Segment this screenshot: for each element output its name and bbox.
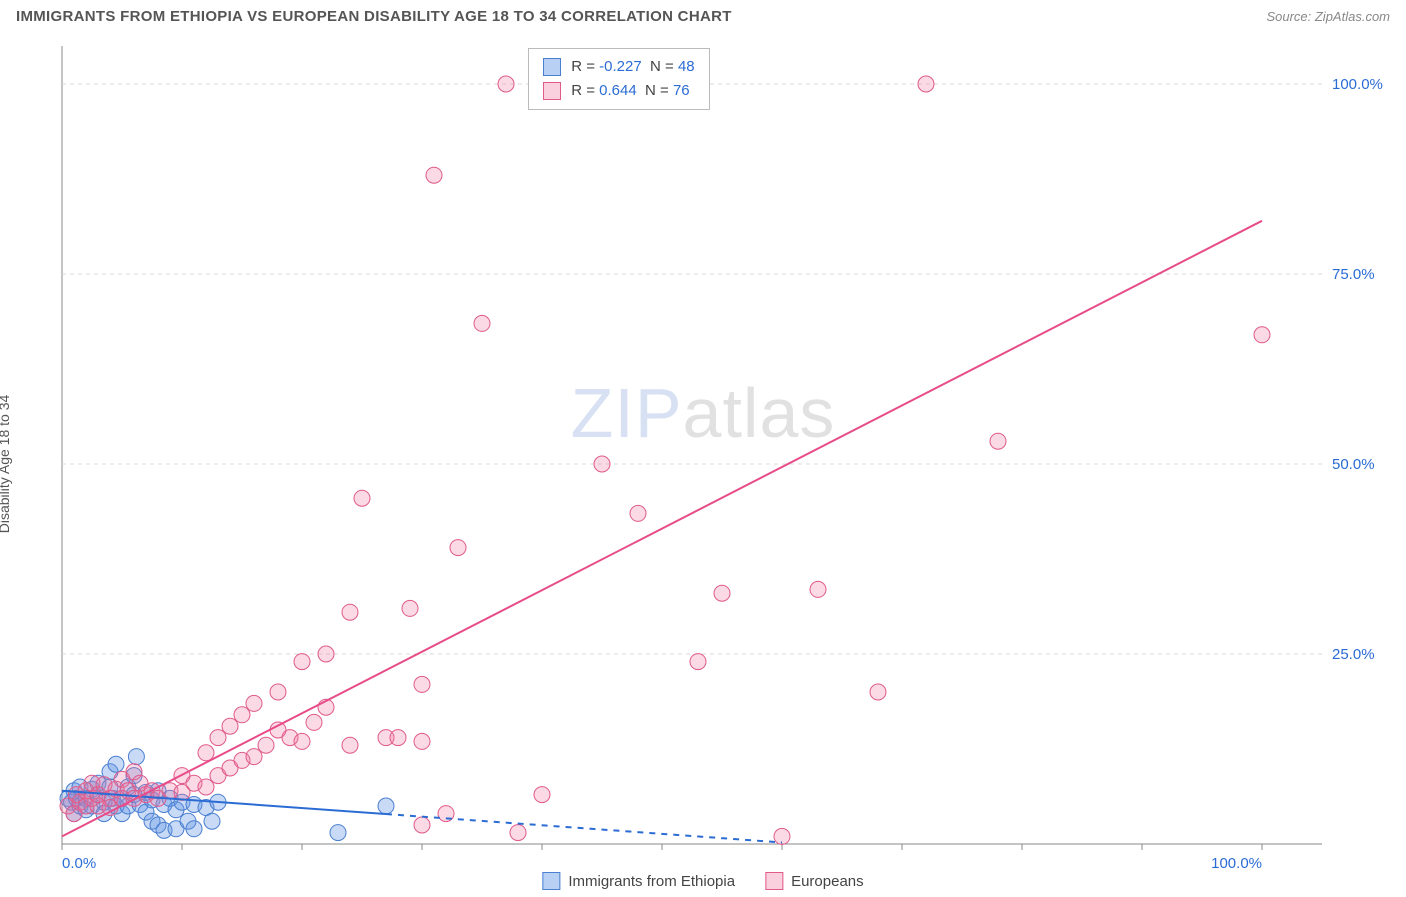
legend-swatch bbox=[765, 872, 783, 890]
svg-text:100.0%: 100.0% bbox=[1211, 855, 1262, 872]
svg-text:25.0%: 25.0% bbox=[1332, 646, 1375, 663]
legend-swatch bbox=[543, 58, 561, 76]
svg-text:100.0%: 100.0% bbox=[1332, 76, 1383, 93]
svg-text:0.0%: 0.0% bbox=[62, 855, 96, 872]
legend-label: Europeans bbox=[791, 873, 864, 890]
legend-item: Immigrants from Ethiopia bbox=[542, 872, 735, 890]
svg-text:75.0%: 75.0% bbox=[1332, 266, 1375, 283]
chart-title: IMMIGRANTS FROM ETHIOPIA VS EUROPEAN DIS… bbox=[16, 8, 732, 25]
stat-text: R = -0.227 N = 48 bbox=[571, 55, 694, 79]
scatter-chart: 25.0% 50.0% 75.0% 100.0% 0.0% 100.0% bbox=[14, 36, 1392, 892]
legend-swatch bbox=[542, 872, 560, 890]
legend-item: Europeans bbox=[765, 872, 864, 890]
source-label: Source: ZipAtlas.com bbox=[1266, 9, 1390, 24]
svg-text:50.0%: 50.0% bbox=[1332, 456, 1375, 473]
stats-legend: R = -0.227 N = 48R = 0.644 N = 76 bbox=[528, 48, 709, 110]
chart-container: Disability Age 18 to 34 25.0%50.0%75.0%1… bbox=[14, 36, 1392, 892]
stat-text: R = 0.644 N = 76 bbox=[571, 79, 689, 103]
series-legend: Immigrants from Ethiopia Europeans bbox=[542, 872, 863, 890]
stat-row: R = 0.644 N = 76 bbox=[543, 79, 694, 103]
y-axis-label: Disability Age 18 to 34 bbox=[0, 395, 12, 534]
legend-label: Immigrants from Ethiopia bbox=[568, 873, 735, 890]
stat-row: R = -0.227 N = 48 bbox=[543, 55, 694, 79]
legend-swatch bbox=[543, 82, 561, 100]
